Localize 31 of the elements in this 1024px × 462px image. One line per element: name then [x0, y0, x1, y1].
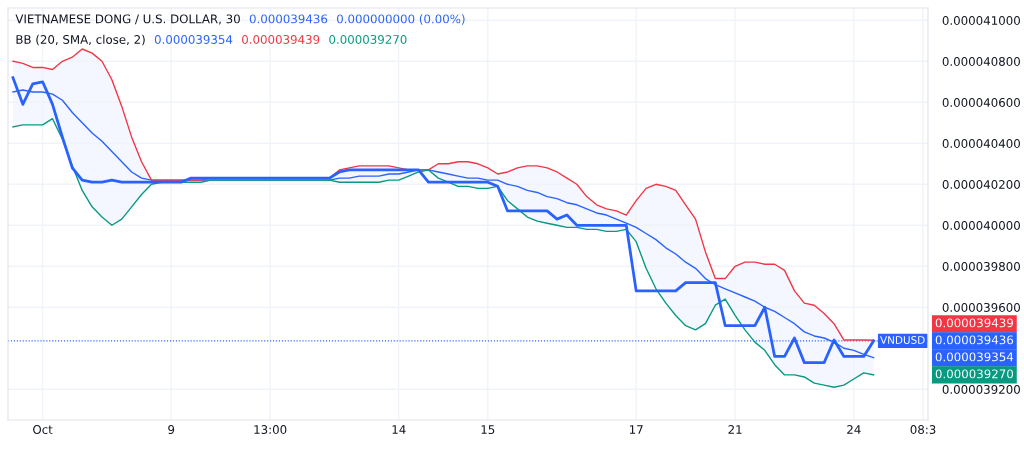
x-tick-label: 08:3: [910, 425, 936, 434]
y-tick-label: 0.000041000: [942, 16, 1020, 25]
chart-title: VIETNAMESE DONG / U.S. DOLLAR, 30: [15, 14, 240, 25]
annotation: 0.000000000 (0.00%): [337, 14, 465, 25]
x-tick-label: Oct: [33, 425, 53, 434]
y-tick-label: 0.000040200: [942, 180, 1020, 189]
x-tick-label: 24: [847, 425, 861, 434]
text: BB (20, SMA, close, 2): [16, 34, 145, 46]
x-tick-label: 9: [168, 425, 175, 434]
y-tick-label: 0.000040800: [942, 57, 1020, 66]
x-tick-label: 17: [629, 425, 643, 434]
annotation: 0.000039436: [249, 14, 328, 24]
annotation: 0.000039439: [242, 34, 320, 44]
line-series: [12, 117, 875, 388]
annotation: 0.000039270: [329, 34, 407, 44]
annotation: 0.000039354: [154, 34, 233, 44]
text: 0.000039439: [935, 318, 1013, 328]
y-tick-label: 0.000040000: [942, 221, 1020, 230]
series-label: VNDUSD: [880, 336, 925, 344]
y-tick-label: 0.000040400: [942, 139, 1020, 148]
y-tick-label: 0.000039600: [942, 302, 1020, 312]
x-tick-label: 21: [728, 425, 742, 434]
text: 0.000039354: [935, 352, 1014, 362]
x-tick-label: 14: [392, 425, 406, 434]
y-tick-label: 0.000039200: [942, 384, 1020, 394]
x-tick-label: 13:00: [254, 425, 287, 434]
text: 0.000039270: [935, 369, 1014, 379]
y-tick-label: 0.000040600: [942, 98, 1020, 107]
x-tick-label: 15: [481, 425, 495, 434]
y-tick-label: 0.000039800: [942, 261, 1020, 271]
text: 0.000039436: [935, 335, 1014, 345]
